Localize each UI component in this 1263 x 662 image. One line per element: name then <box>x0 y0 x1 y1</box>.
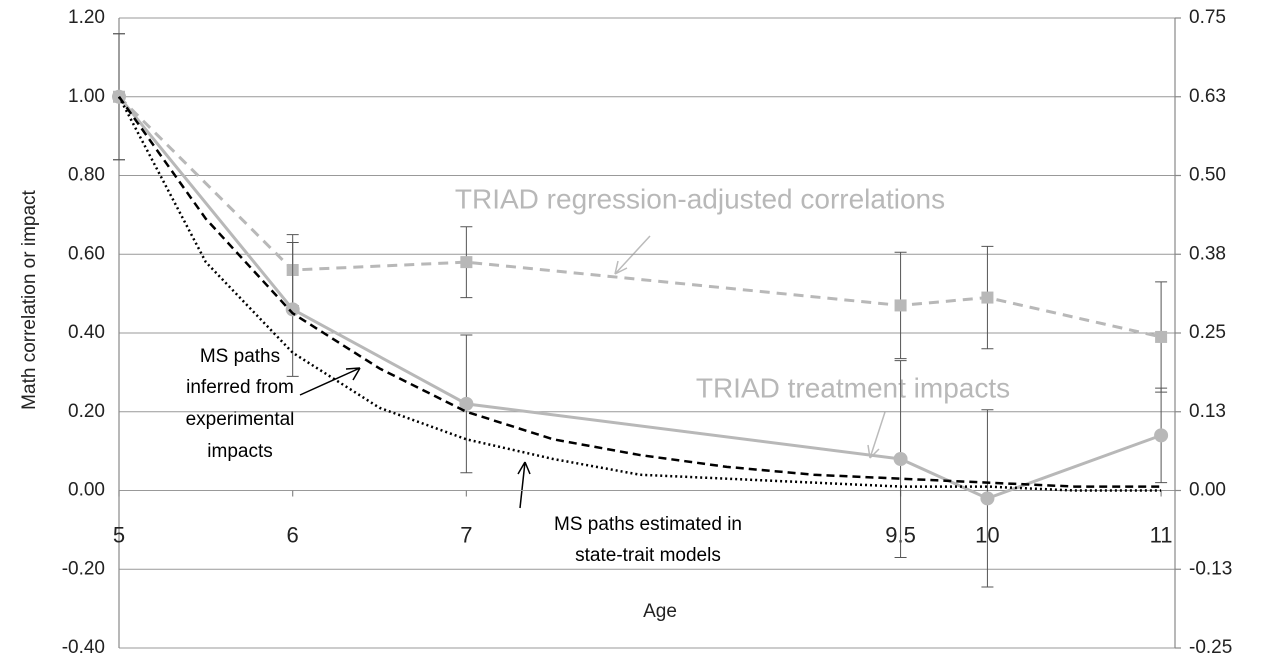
y-tick-label: 0.80 <box>68 165 105 186</box>
y2-tick-label: -0.13 <box>1189 558 1232 579</box>
y-tick-label: -0.20 <box>62 558 105 579</box>
marker <box>459 396 474 411</box>
series-line <box>117 96 1162 488</box>
marker <box>981 291 994 304</box>
marker <box>285 302 300 317</box>
annotation: TRIAD treatment impacts <box>696 372 1010 403</box>
x-tick-label: 6 <box>287 522 299 547</box>
x-tick-label: 7 <box>460 522 472 547</box>
x-tick-label: 5 <box>113 522 125 547</box>
y-tick-label: 1.00 <box>68 86 105 107</box>
annotation: experimental <box>186 409 295 430</box>
marker <box>460 256 473 269</box>
y-tick-label: 1.20 <box>68 7 105 28</box>
marker <box>980 491 995 506</box>
annotation: MS paths estimated in <box>554 514 742 535</box>
plot: -0.40 -0.20 0.00 0.20 0.40 0.60 0.80 1.00 1.20 -0… <box>62 7 1233 658</box>
series-line <box>117 95 1162 339</box>
y2-tick-label: 0.00 <box>1189 480 1226 501</box>
marker <box>1154 428 1169 443</box>
marker <box>893 452 908 466</box>
y-tick-label: 0.40 <box>68 322 105 343</box>
y-tick-label: -0.40 <box>62 637 105 658</box>
y-axis-title: Math correlation or impact <box>19 189 40 409</box>
annotation: inferred from <box>186 377 294 398</box>
y2-tick-label: 0.25 <box>1189 322 1226 343</box>
y2-tick-label: 0.75 <box>1189 7 1226 28</box>
marker <box>1155 330 1168 343</box>
annotation: impacts <box>207 441 272 462</box>
x-tick-label: 11 <box>1150 522 1173 547</box>
x-axis-title: Age <box>643 601 677 622</box>
marker <box>894 299 907 312</box>
annotation: TRIAD regression-adjusted correlations <box>455 183 945 214</box>
y-tick-label: 0.60 <box>68 243 105 264</box>
annotation: MS paths <box>200 346 280 367</box>
y-tick-label: 0.20 <box>68 401 105 422</box>
y2-tick-label: 0.13 <box>1189 401 1226 422</box>
y2-tick-label: 0.50 <box>1189 165 1226 186</box>
y2-tick-label: 0.38 <box>1189 243 1226 264</box>
y2-tick-label: 0.63 <box>1189 86 1226 107</box>
series-line <box>117 95 1162 500</box>
y2-tick-label: -0.25 <box>1189 637 1232 658</box>
y-tick-label: 0.00 <box>68 480 105 501</box>
annotation: state-trait models <box>575 545 721 566</box>
